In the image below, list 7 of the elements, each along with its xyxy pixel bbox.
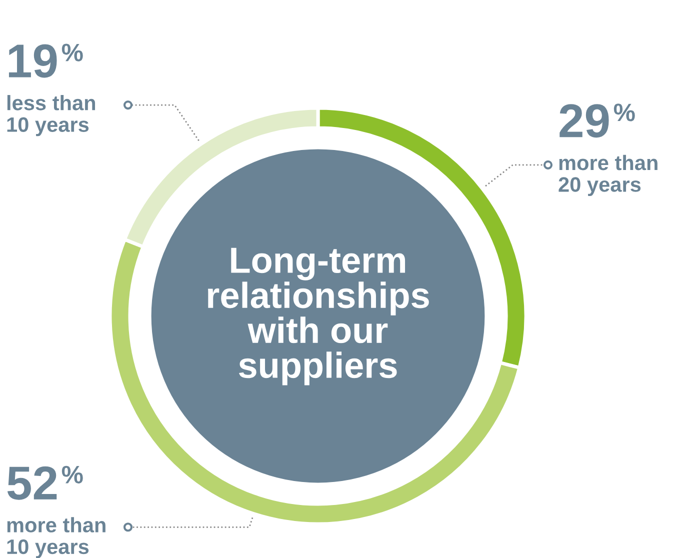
text: Long-term relationships with our suppliers (208, 248, 429, 386)
slice-label: more than 10 years (7, 517, 106, 558)
slice-label: less than 10 years (7, 95, 96, 136)
data-label: 19% (8, 44, 83, 78)
data-label: 52% (7, 466, 83, 500)
data-label: 29% (560, 104, 635, 138)
slice-label: more than 20 years (558, 154, 658, 196)
